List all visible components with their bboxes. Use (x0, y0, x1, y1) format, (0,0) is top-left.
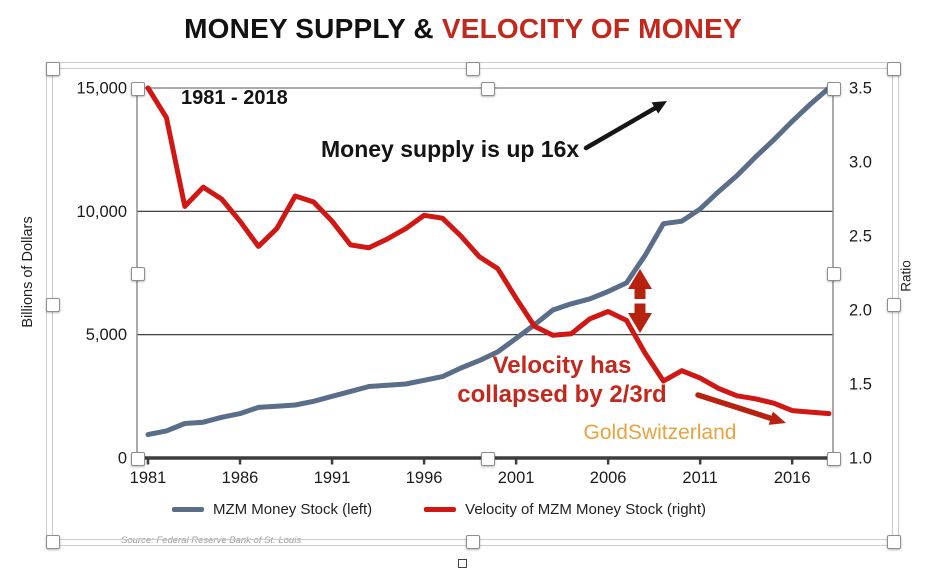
plot-handle-top-left[interactable] (131, 82, 145, 96)
selection-handle-outer-top-mid[interactable] (466, 62, 480, 76)
legend: MZM Money Stock (left) Velocity of MZM M… (171, 501, 706, 518)
chart-title-red: VELOCITY OF MONEY (441, 13, 742, 44)
tick-label: 1991 (314, 469, 351, 487)
double-arrow-gap (627, 299, 653, 304)
source-citation: Source: Federal Reserve Bank of St. Loui… (121, 535, 302, 546)
period-annotation: 1981 - 2018 (181, 87, 288, 109)
tick-label: 0 (118, 450, 127, 468)
series-lines (145, 85, 832, 438)
velocity-annotation-line1: Velocity has (492, 352, 632, 379)
money-supply-annotation: Money supply is up 16x (321, 136, 580, 162)
watermark-text: GoldSwitzerland (583, 421, 737, 444)
selection-handle-outer-bottom-mid[interactable] (466, 535, 480, 549)
plot-handle-mid-left[interactable] (131, 267, 145, 281)
legend-swatch-blue (171, 507, 204, 512)
tick-label: 3.5 (849, 80, 872, 98)
tick-label: 1996 (406, 469, 443, 487)
chart-title: MONEY SUPPLY & VELOCITY OF MONEY (0, 13, 926, 45)
plot-handle-top-right[interactable] (827, 82, 841, 96)
black-arrow-shaft (583, 104, 660, 151)
tick-label: 15,000 (77, 80, 127, 98)
left-axis-title: Billions of Dollars (20, 216, 36, 328)
legend-swatch-red (424, 507, 457, 512)
velocity-annotation-line2: collapsed by 2/3rd (457, 380, 667, 408)
legend-item-velocity: Velocity of MZM Money Stock (right) (424, 501, 706, 518)
plot-handle-bottom-right[interactable] (827, 452, 841, 466)
selection-handle-outer-bottom-left[interactable] (46, 535, 60, 549)
series-line-mzm (145, 85, 832, 438)
velocity-annotation: Velocity has collapsed by 2/3rd (425, 352, 699, 410)
selection-handle-outer-top-right[interactable] (887, 62, 901, 76)
tick-label: 1986 (222, 469, 259, 487)
plot-handle-top-mid[interactable] (481, 82, 495, 96)
legend-label-velocity: Velocity of MZM Money Stock (right) (465, 501, 707, 518)
tick-label: 1.5 (849, 376, 872, 394)
tick-label: 3.0 (849, 154, 872, 172)
selection-handle-outer-mid-right[interactable] (887, 298, 901, 312)
tick-label: 10,000 (77, 203, 127, 221)
tick-label: 2.5 (849, 228, 872, 246)
plot-handle-mid-right[interactable] (827, 267, 841, 281)
small-marker-square[interactable] (458, 559, 467, 568)
tick-label: 1.0 (849, 450, 872, 468)
gridlines (137, 210, 833, 336)
annotation-arrows (583, 101, 786, 425)
double-arrow-icon (627, 269, 653, 333)
plot-handle-bottom-left[interactable] (131, 452, 145, 466)
tick-label: 2016 (774, 469, 811, 487)
chart-title-black: MONEY SUPPLY & (184, 13, 442, 44)
tick-label: 1981 (130, 469, 167, 487)
selection-handle-outer-top-left[interactable] (46, 62, 60, 76)
red-arrow-head-icon (768, 411, 786, 425)
selection-handle-outer-bottom-right[interactable] (887, 535, 901, 549)
double-arrow-top-head (628, 269, 652, 289)
double-arrow-bottom-head (628, 313, 652, 333)
tick-label: 5,000 (86, 326, 127, 344)
tick-label: 2001 (498, 469, 535, 487)
selection-handle-outer-mid-left[interactable] (46, 298, 60, 312)
legend-label-mzm: MZM Money Stock (left) (212, 501, 373, 518)
tick-label: 2006 (590, 469, 627, 487)
black-arrow-head-icon (651, 101, 667, 114)
legend-item-mzm: MZM Money Stock (left) (171, 501, 373, 518)
red-arrow-shaft (695, 392, 776, 422)
axis-ticks-and-labels: 1981 1986 1991 1996 2001 2006 2011 2016 15,000 10… (77, 80, 872, 488)
plot-handle-bottom-mid[interactable] (481, 452, 495, 466)
series-line-velocity (145, 85, 832, 417)
right-axis-title: Ratio (898, 260, 914, 292)
tick-label: 2.0 (849, 302, 872, 320)
tick-label: 2011 (682, 469, 717, 487)
